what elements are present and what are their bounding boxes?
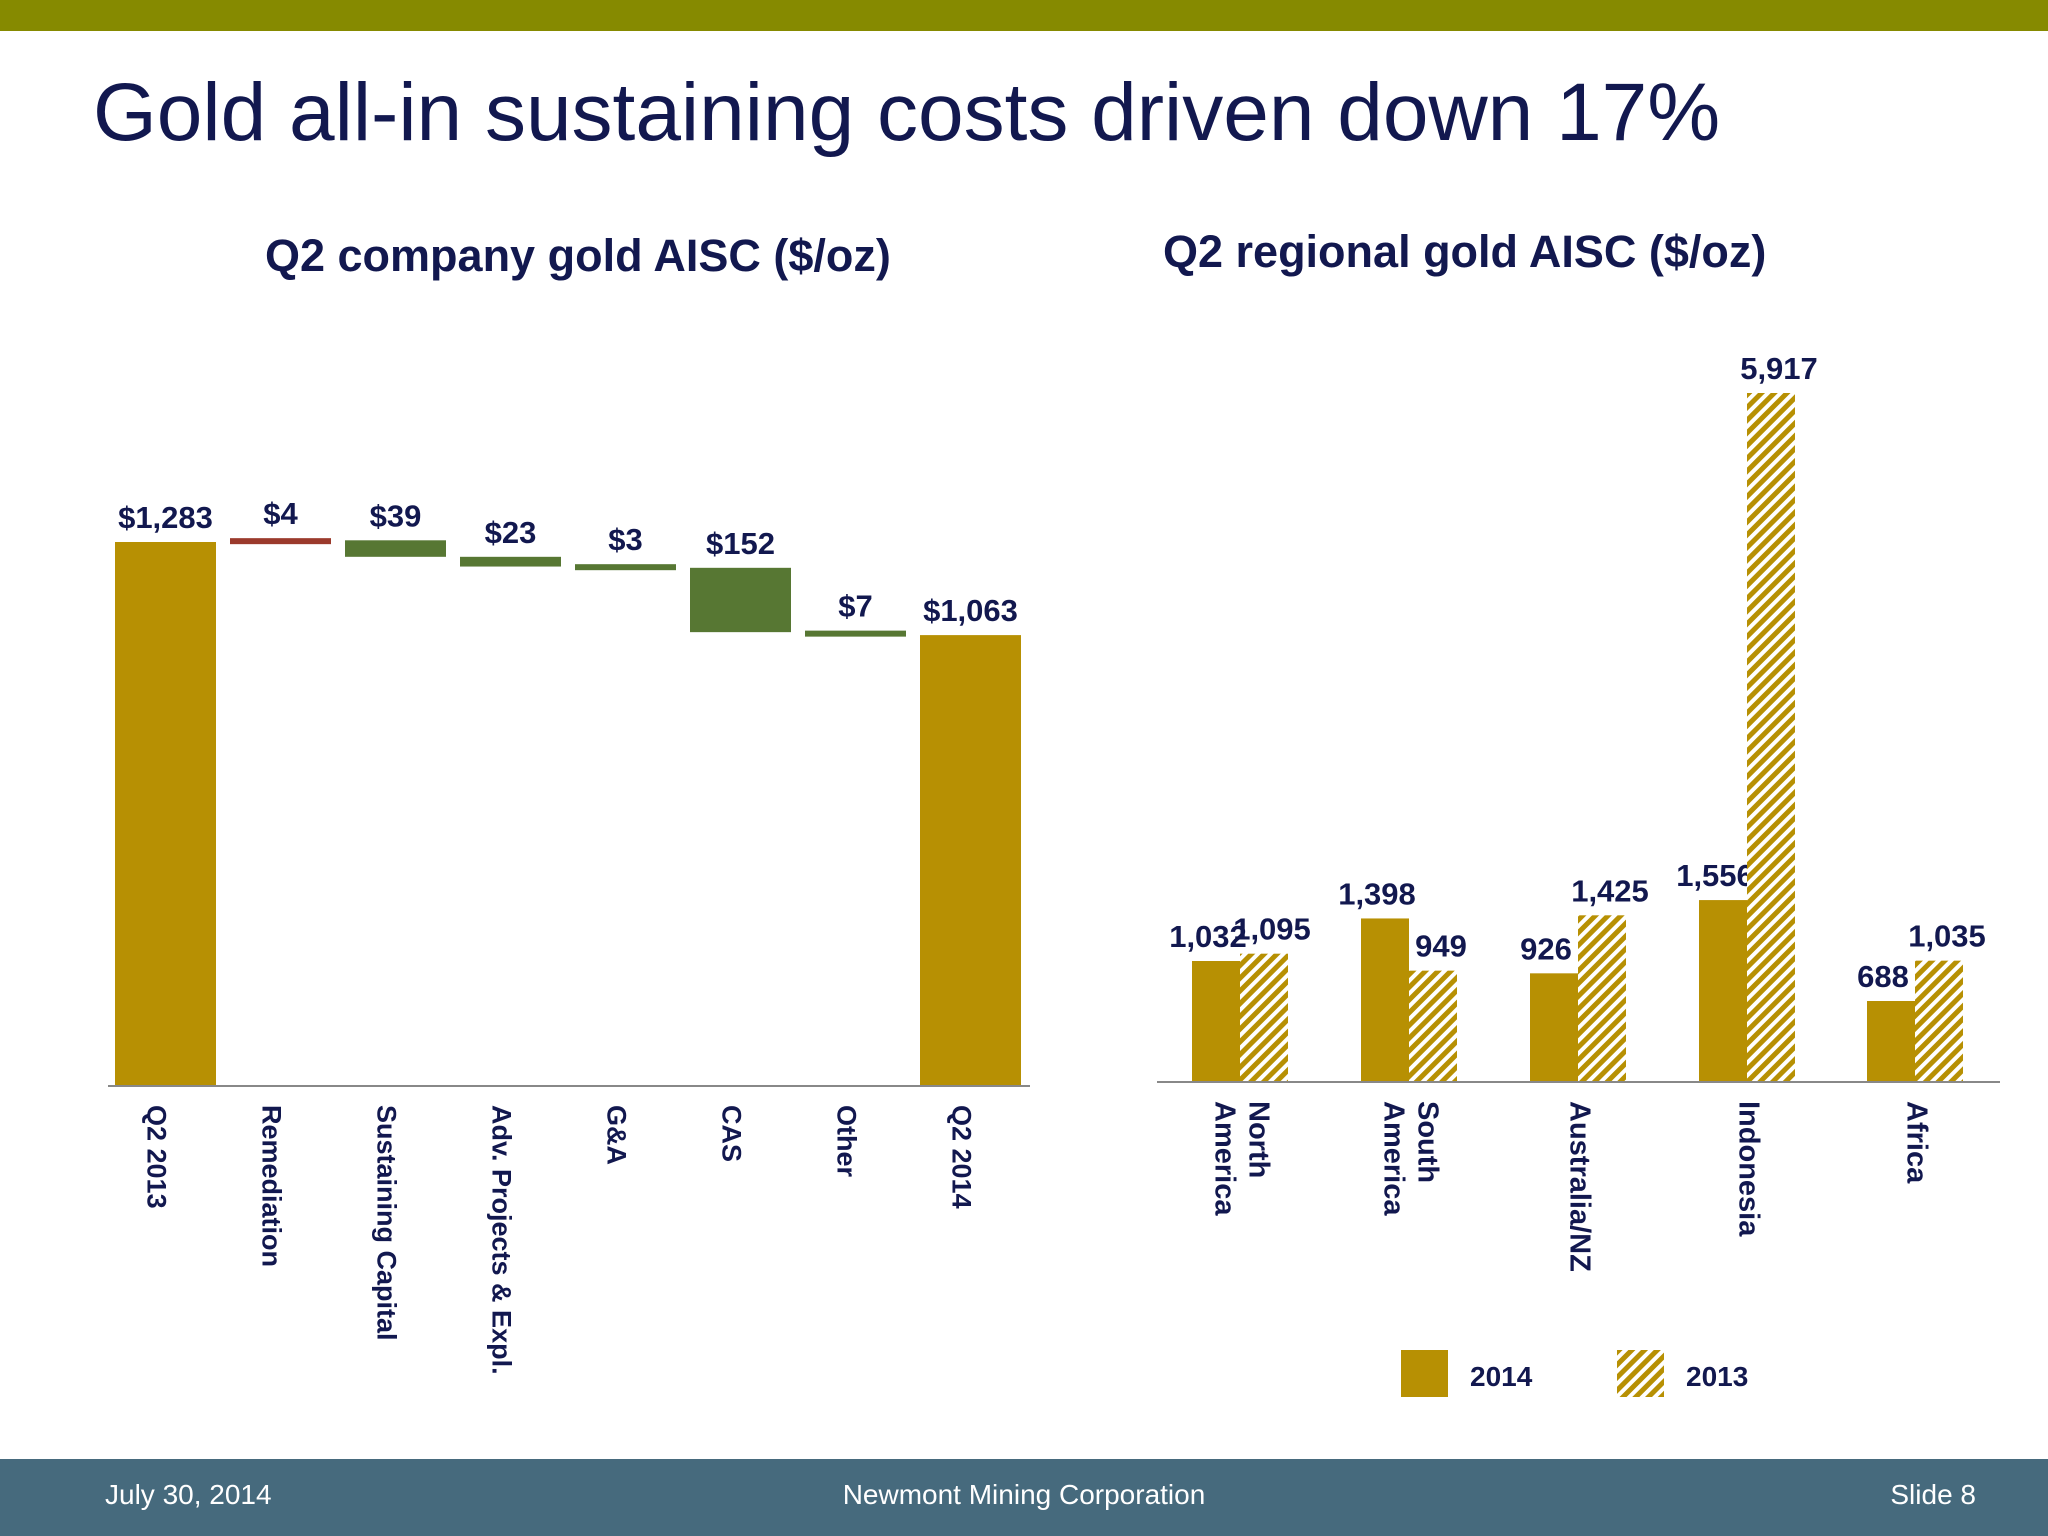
regional-bar-2013	[1915, 960, 1963, 1081]
regional-bar-2014	[1192, 961, 1240, 1081]
waterfall-category-label: CAS	[716, 1105, 746, 1162]
regional-value-label: 5,917	[1740, 351, 1818, 386]
waterfall-value-label: $39	[370, 498, 422, 533]
waterfall-chart-title: Q2 company gold AISC ($/oz)	[265, 230, 891, 281]
waterfall-category-label: Remediation	[256, 1105, 286, 1267]
waterfall-value-label: $23	[485, 515, 537, 550]
regional-bar-2014	[1699, 900, 1747, 1081]
regional-bar-2014	[1361, 918, 1409, 1081]
waterfall-category-label: Adv. Projects & Expl.	[486, 1105, 516, 1375]
regional-value-label: 1,032	[1169, 919, 1247, 954]
regional-value-label: 1,556	[1676, 858, 1754, 893]
waterfall-bar	[805, 630, 906, 637]
regional-category-label: America	[1377, 1101, 1409, 1216]
regional-value-label: 1,425	[1571, 873, 1649, 908]
waterfall-value-label: $3	[608, 522, 642, 557]
footer-bar: July 30, 2014 Newmont Mining Corporation…	[0, 1459, 2048, 1536]
regional-chart-title: Q2 regional gold AISC ($/oz)	[1163, 226, 1767, 277]
regional-bar-2013	[1747, 393, 1795, 1081]
regional-value-label: 688	[1857, 959, 1909, 994]
waterfall-category-label: G&A	[601, 1105, 631, 1165]
waterfall-value-label: $1,283	[118, 500, 213, 535]
waterfall-bar	[345, 540, 446, 557]
legend-label: 2013	[1686, 1361, 1748, 1392]
waterfall-value-label: $7	[838, 589, 872, 624]
regional-bar-2014	[1530, 973, 1578, 1081]
waterfall-category-label: Other	[831, 1105, 861, 1178]
regional-category-label: Australia/NZ	[1563, 1101, 1595, 1272]
slide-title: Gold all-in sustaining costs driven down…	[93, 67, 1721, 158]
regional-value-label: 1,398	[1338, 876, 1416, 911]
regional-value-label: 949	[1415, 929, 1467, 964]
regional-value-label: 1,035	[1908, 919, 1986, 954]
footer-slide-number: Slide 8	[1890, 1479, 1976, 1510]
top-accent-bar	[0, 0, 2048, 31]
legend-swatch-2014	[1401, 1350, 1448, 1397]
waterfall-bar	[460, 556, 561, 567]
regional-bar-2013	[1409, 970, 1457, 1081]
footer-date: July 30, 2014	[105, 1479, 272, 1510]
regional-bar-2013	[1240, 953, 1288, 1081]
charts-canvas: $1,283 Q2 2013 $4 Remediation $39 Sustaining …	[108, 351, 2000, 1397]
waterfall-value-label: $152	[706, 526, 775, 561]
footer-company: Newmont Mining Corporation	[842, 1479, 1206, 1510]
legend-label: 2014	[1470, 1361, 1533, 1392]
waterfall-chart: $1,283 Q2 2013 $4 Remediation $39 Sustaining …	[108, 496, 1030, 1375]
regional-category-label: America	[1208, 1101, 1240, 1216]
regional-category-label: South	[1411, 1101, 1443, 1183]
waterfall-bar	[230, 538, 331, 545]
waterfall-category-label: Sustaining Capital	[371, 1105, 401, 1341]
regional-category-label: North	[1242, 1101, 1274, 1178]
waterfall-bar	[575, 564, 676, 571]
waterfall-value-label: $4	[263, 496, 298, 531]
waterfall-category-label: Q2 2013	[141, 1105, 171, 1209]
regional-bar-2014	[1867, 1001, 1915, 1081]
waterfall-bar	[690, 567, 791, 633]
regional-chart: 1,0321,095NorthAmerica1,398949SouthAmeri…	[1157, 351, 2000, 1397]
waterfall-bar	[920, 635, 1021, 1085]
waterfall-category-label: Q2 2014	[946, 1105, 976, 1209]
regional-bar-2013	[1578, 915, 1626, 1081]
regional-category-label: Africa	[1900, 1101, 1932, 1184]
regional-value-label: 1,095	[1233, 912, 1311, 947]
regional-value-label: 926	[1520, 931, 1572, 966]
regional-category-label: Indonesia	[1732, 1101, 1764, 1237]
legend-swatch-2013	[1617, 1350, 1664, 1397]
waterfall-value-label: $1,063	[923, 593, 1018, 628]
waterfall-bar	[115, 542, 216, 1085]
